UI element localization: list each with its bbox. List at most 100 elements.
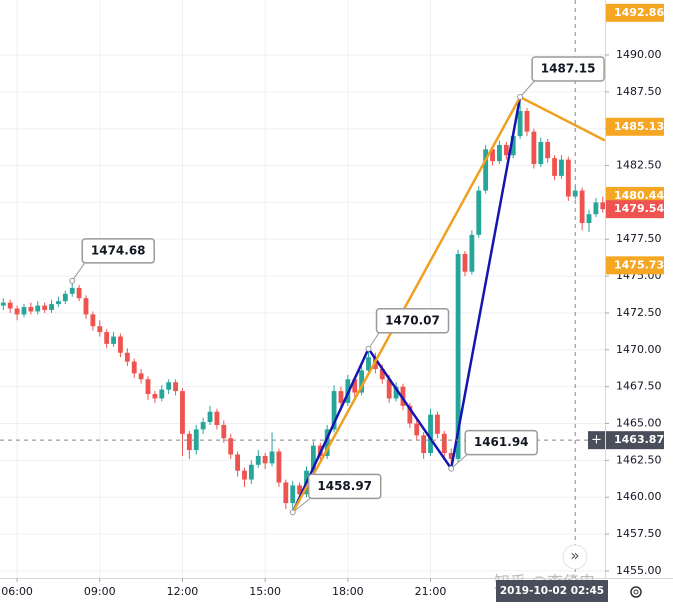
price-tag-label: 1479.54 (614, 202, 664, 215)
candle-body (111, 336, 116, 344)
candle-body (56, 301, 61, 305)
candle-body (524, 111, 530, 132)
candle-body (483, 149, 489, 191)
price-tag-label: 1475.73 (614, 258, 664, 271)
candle-body (559, 159, 564, 176)
y-tick-label: 1467.50 (616, 380, 662, 393)
annotation-anchor (289, 509, 296, 516)
candle-body (441, 433, 447, 453)
scroll-button[interactable]: » (562, 544, 588, 570)
candle-body (455, 253, 461, 459)
candle-body (269, 451, 275, 464)
candle-body (352, 379, 358, 393)
x-tick-label: 09:00 (84, 585, 116, 598)
price-tag: 1492.86 (606, 3, 664, 22)
candle-body (331, 391, 337, 430)
x-tick-label: 18:00 (332, 585, 364, 598)
annotation-label: 1470.07 (385, 313, 440, 327)
crosshair-plus: + (591, 433, 602, 448)
candle-body (531, 131, 537, 165)
candle-body (235, 454, 241, 471)
candle-body (166, 382, 172, 390)
candle-body (517, 111, 523, 137)
candle-body (600, 202, 606, 210)
price-tag-bg (606, 3, 664, 22)
annotation-anchor (448, 465, 455, 472)
annotation-pointer (368, 330, 381, 350)
price-tag-label: 1485.13 (614, 120, 664, 133)
price-tag-label: 1480.44 (614, 189, 664, 202)
candle-body (0, 302, 6, 306)
y-tick-label: 1460.00 (616, 490, 662, 503)
crosshair-plus-bg (588, 431, 605, 450)
annotation-box (307, 473, 382, 500)
candle-body (407, 405, 413, 424)
candle-body (579, 190, 585, 224)
candle-body (228, 438, 234, 455)
candle-body (159, 389, 165, 399)
x-tick-label: 12:00 (167, 585, 199, 598)
candle-body (310, 445, 316, 471)
y-tick-label: 1465.00 (616, 417, 662, 430)
candle-body (186, 433, 192, 451)
price-tag-bg (606, 117, 664, 136)
candle-body (593, 202, 599, 215)
crosshair-time-bg (496, 580, 608, 602)
settings-button[interactable] (630, 586, 642, 598)
candle-body (586, 214, 592, 224)
candle-body (21, 307, 27, 315)
candle-body (359, 370, 365, 393)
price-tag-bg (606, 200, 664, 219)
y-tick-label: 1457.50 (616, 527, 662, 540)
candle-body (28, 307, 34, 312)
price-tag-bg (606, 431, 664, 450)
crosshair-time-label: 2019-10-02 02:45 (500, 585, 604, 597)
candle-body (414, 423, 420, 436)
candle-body (276, 451, 282, 483)
candle-body (42, 305, 48, 311)
candle-body (97, 326, 103, 333)
candle-body (248, 464, 254, 480)
x-tick-label: 21:00 (415, 585, 447, 598)
y-tick-label: 1455.00 (616, 564, 662, 577)
candle-body (545, 141, 551, 159)
annotation-pointer (450, 452, 470, 469)
candle-body (207, 411, 213, 423)
candle-body (214, 411, 220, 425)
candle-body (510, 136, 516, 156)
candle-body (283, 482, 289, 504)
candle-body (255, 455, 261, 465)
price-tag: 1479.54 (606, 200, 664, 219)
candle-body (490, 149, 495, 162)
candle-body (62, 293, 68, 302)
y-tick-label: 1482.50 (616, 159, 662, 172)
y-tick-label: 1470.00 (616, 343, 662, 356)
candle-body (324, 429, 330, 456)
candle-body (386, 379, 392, 399)
annotation-box (375, 308, 450, 334)
annotation-label: 1474.68 (91, 243, 146, 257)
annotation-box (464, 429, 538, 456)
candle-body (366, 357, 371, 371)
annotation-anchor (69, 277, 76, 284)
candle-body (497, 144, 502, 162)
candle-body (290, 485, 296, 504)
candle-body (462, 253, 468, 272)
pattern-line (291, 96, 522, 513)
price-tag-bg (606, 256, 664, 275)
candle-body (297, 485, 303, 495)
candle-body (49, 304, 54, 311)
candle-body (435, 414, 440, 434)
annotation-anchor (365, 345, 372, 352)
y-tick-label: 1477.50 (616, 232, 662, 245)
y-tick-label: 1462.50 (616, 453, 662, 466)
candle-body (180, 391, 185, 434)
candle-body (90, 314, 96, 327)
y-tick-label: 1487.50 (616, 85, 662, 98)
candle-body (393, 386, 399, 399)
candle-body (428, 414, 433, 453)
x-tick-label: 15:00 (249, 585, 281, 598)
candle-body (145, 379, 151, 395)
candle-body (35, 305, 41, 312)
